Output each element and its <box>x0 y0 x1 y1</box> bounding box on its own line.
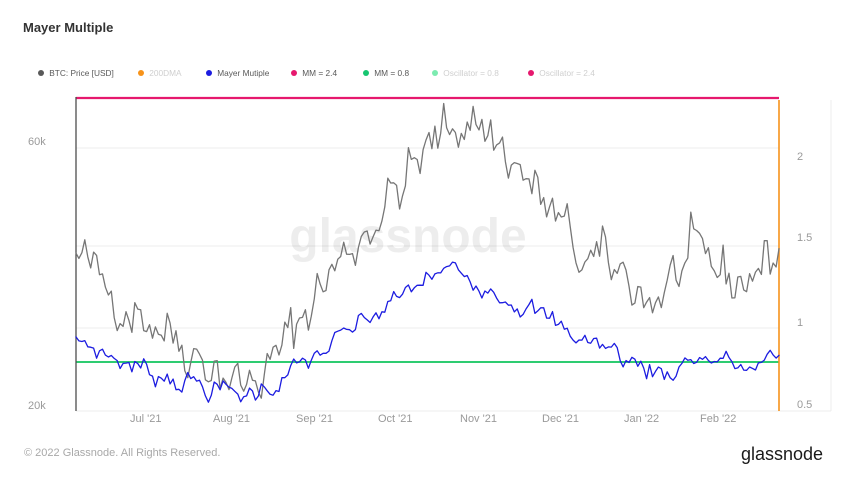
svg-text:glassnode: glassnode <box>289 210 526 263</box>
